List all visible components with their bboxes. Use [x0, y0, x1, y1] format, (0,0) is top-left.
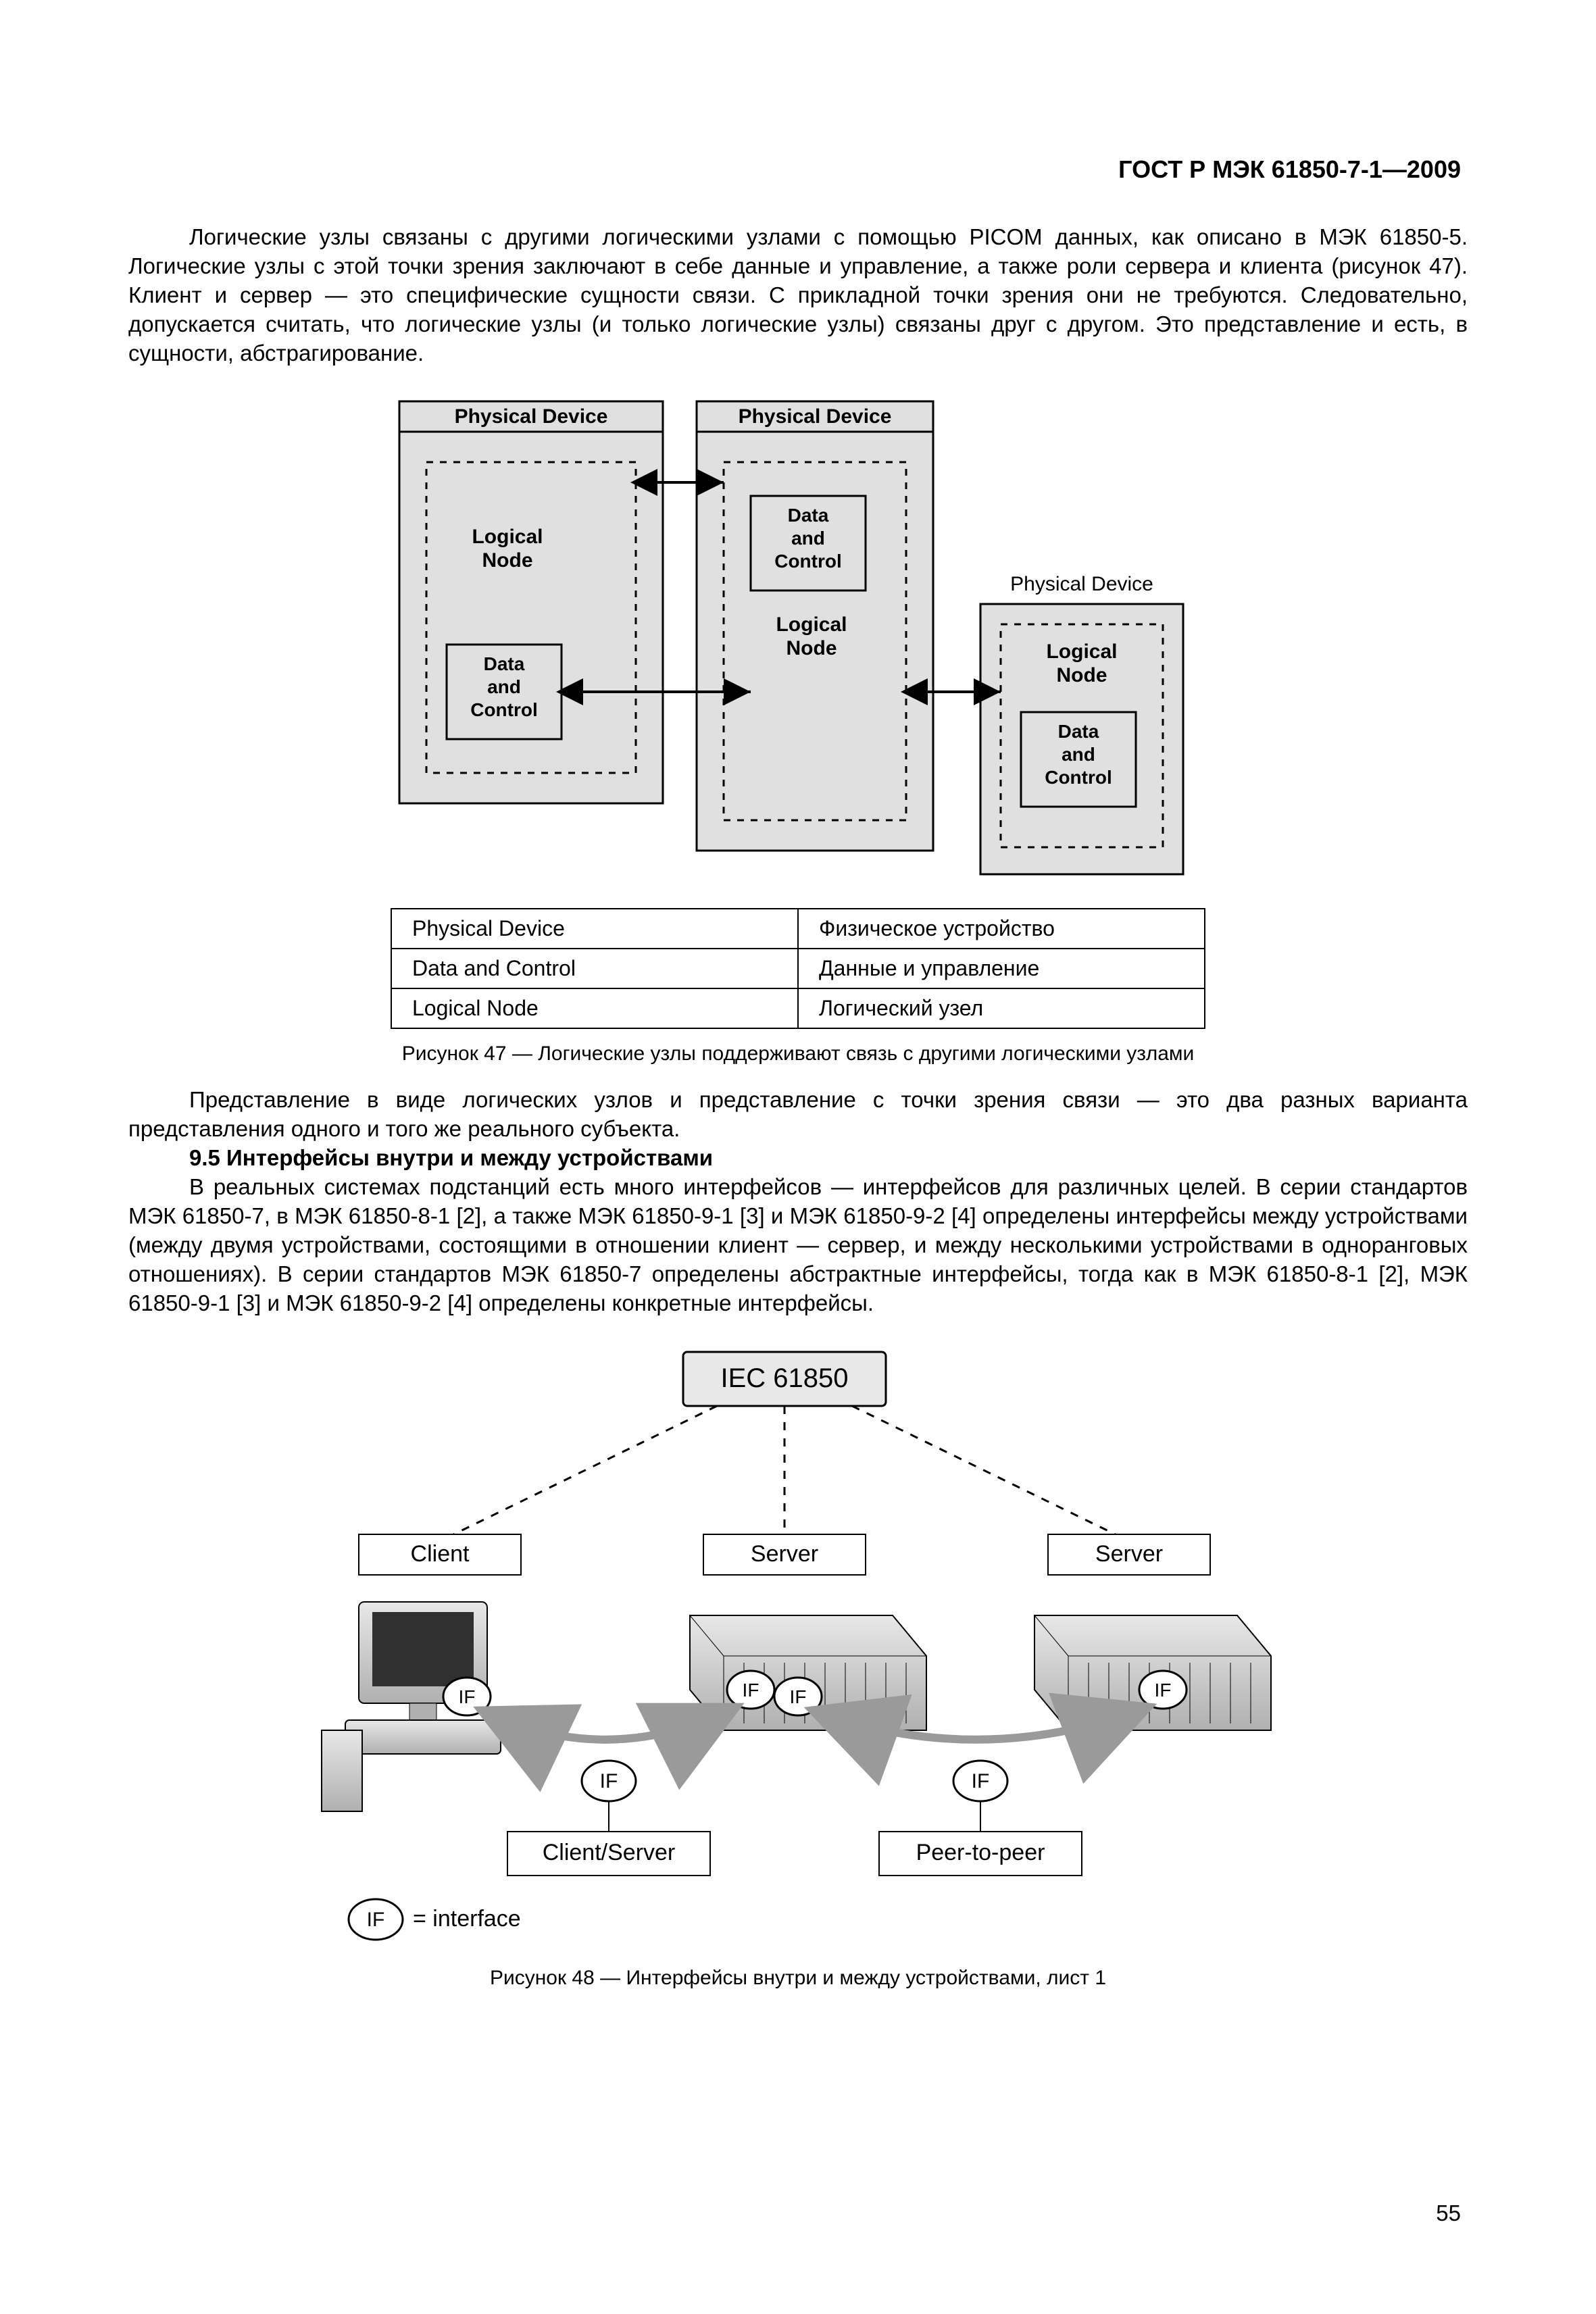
fig47-legend-table: Physical DeviceФизическое устройство Dat… [391, 908, 1205, 1029]
paragraph-1: Логические узлы связаны с другими логиче… [128, 223, 1468, 368]
doc-header: ГОСТ Р МЭК 61850-7-1—2009 [1118, 155, 1461, 184]
legend-cell: Логический узел [798, 988, 1205, 1028]
legend-cell: Данные и управление [798, 949, 1205, 988]
svg-text:Data: Data [788, 505, 829, 526]
fig47-caption: Рисунок 47 — Логические узлы поддерживаю… [128, 1042, 1468, 1065]
paragraph-2: Представление в виде логических узлов и … [128, 1086, 1468, 1144]
fig48-server1: Server [751, 1541, 818, 1567]
svg-text:IF: IF [972, 1770, 990, 1792]
svg-text:IF: IF [600, 1770, 618, 1792]
svg-text:IF: IF [459, 1686, 476, 1707]
svg-text:Control: Control [774, 551, 842, 572]
figure-48-svg: IEC 61850 Client Server Server IF [257, 1332, 1339, 1953]
svg-text:and: and [1062, 744, 1095, 765]
legend-cell: Data and Control [391, 949, 798, 988]
svg-text:and: and [791, 528, 825, 549]
fig48-caption: Рисунок 48 — Интерфейсы внутри и между у… [128, 1967, 1468, 1990]
svg-text:Node: Node [787, 637, 837, 659]
paragraph-3: В реальных системах подстанций есть мног… [128, 1173, 1468, 1317]
fig48-note: = interface [413, 1906, 521, 1932]
svg-text:Data: Data [484, 653, 525, 674]
svg-text:Control: Control [470, 699, 538, 720]
legend-cell: Physical Device [391, 909, 798, 949]
fig47-phys3: Physical Device [1010, 573, 1153, 595]
svg-text:and: and [487, 676, 521, 697]
svg-text:Data: Data [1058, 721, 1099, 742]
fig48-client: Client [411, 1541, 470, 1567]
svg-text:IF: IF [367, 1909, 385, 1931]
svg-text:Logical: Logical [776, 613, 847, 636]
page-number: 55 [1436, 2200, 1461, 2226]
page: ГОСТ Р МЭК 61850-7-1—2009 Логические узл… [0, 0, 1596, 2314]
svg-text:Node: Node [1057, 664, 1107, 686]
section-9-5-title: 9.5 Интерфейсы внутри и между устройства… [128, 1144, 1468, 1173]
fig48-clientserver: Client/Server [543, 1840, 676, 1865]
svg-text:Logical: Logical [1046, 640, 1117, 663]
fig48-iec: IEC 61850 [720, 1363, 848, 1393]
svg-text:Logical: Logical [472, 526, 543, 548]
body-text: Логические узлы связаны с другими логиче… [128, 223, 1468, 368]
body-text-2: Представление в виде логических узлов и … [128, 1086, 1468, 1317]
fig47-phys1: Physical Device [455, 405, 608, 428]
svg-text:IF: IF [1155, 1680, 1172, 1701]
figure-47-svg: Physical Device Logical Node Data and Co… [359, 374, 1237, 901]
client-computer-icon: IF [322, 1602, 501, 1811]
fig48-server2: Server [1095, 1541, 1163, 1567]
svg-text:IF: IF [743, 1680, 759, 1701]
server2-icon: IF [1034, 1615, 1271, 1730]
legend-cell: Физическое устройство [798, 909, 1205, 949]
fig47-phys2: Physical Device [739, 405, 892, 428]
svg-text:IF: IF [790, 1686, 807, 1707]
fig48-peertopeer: Peer-to-peer [916, 1840, 1045, 1865]
svg-text:Node: Node [482, 549, 533, 572]
svg-text:Control: Control [1045, 767, 1112, 788]
legend-cell: Logical Node [391, 988, 798, 1028]
